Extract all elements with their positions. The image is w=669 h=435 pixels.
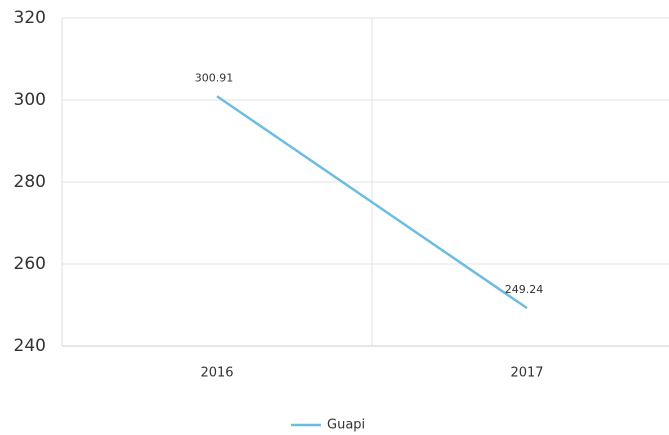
y-tick-label: 260	[14, 254, 46, 274]
y-tick-label: 320	[14, 8, 46, 28]
x-tick-label: 2016	[200, 366, 233, 381]
data-label: 300.91	[195, 71, 234, 84]
y-tick-label: 240	[14, 336, 46, 356]
series-line	[216, 95, 528, 310]
data-label: 249.24	[505, 283, 544, 296]
legend-label: Guapi	[327, 418, 365, 433]
y-tick-label: 280	[14, 172, 46, 192]
y-tick-label: 300	[14, 90, 46, 110]
x-tick-label: 2017	[510, 366, 543, 381]
